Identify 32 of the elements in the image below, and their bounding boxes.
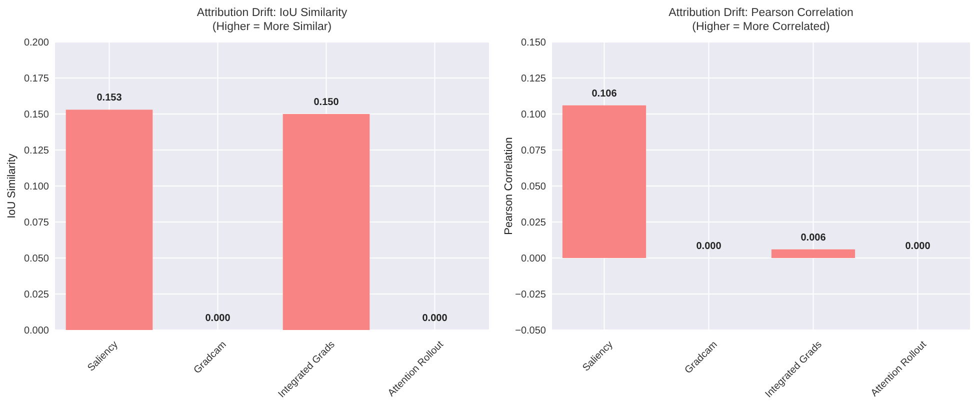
data-label: 0.000 (205, 313, 231, 324)
data-label: 0.153 (96, 92, 122, 104)
y-tick-label: 0.100 (520, 110, 546, 120)
chart-title: Attribution Drift: Pearson Correlation (668, 7, 854, 19)
y-tick-label: 0.025 (24, 290, 50, 300)
y-tick-label: −0.050 (515, 326, 546, 336)
y-tick-label: 0.100 (24, 182, 50, 192)
data-label: 0.000 (422, 313, 448, 324)
y-tick-label: −0.025 (515, 290, 546, 300)
data-label: 0.000 (696, 241, 722, 252)
y-axis-title: IoU Similarity (6, 153, 18, 218)
y-tick-label: 0.200 (24, 38, 50, 48)
y-tick-label: 0.125 (24, 146, 50, 156)
y-tick-label: 0.175 (24, 74, 50, 84)
data-label: 0.106 (592, 88, 618, 100)
data-label: 0.000 (905, 241, 931, 252)
chart-subtitle: (Higher = More Similar) (212, 21, 332, 33)
data-label: 0.006 (800, 232, 826, 244)
data-label: 0.150 (314, 97, 340, 108)
y-axis-title: Pearson Correlation (503, 137, 515, 235)
y-tick-label: 0.125 (520, 74, 546, 84)
y-tick-label: 0.000 (520, 254, 546, 264)
y-tick-label: 0.150 (24, 110, 50, 120)
chart-title: Attribution Drift: IoU Similarity (196, 7, 348, 19)
y-tick-label: 0.075 (24, 218, 50, 228)
y-tick-label: 0.025 (520, 218, 546, 228)
y-tick-label: 0.075 (520, 146, 546, 156)
chart-subtitle: (Higher = More Correlated) (692, 21, 830, 33)
y-tick-label: 0.150 (520, 38, 546, 48)
y-tick-label: 0.050 (520, 182, 546, 192)
y-tick-label: 0.000 (24, 326, 50, 336)
y-tick-label: 0.050 (24, 254, 50, 264)
